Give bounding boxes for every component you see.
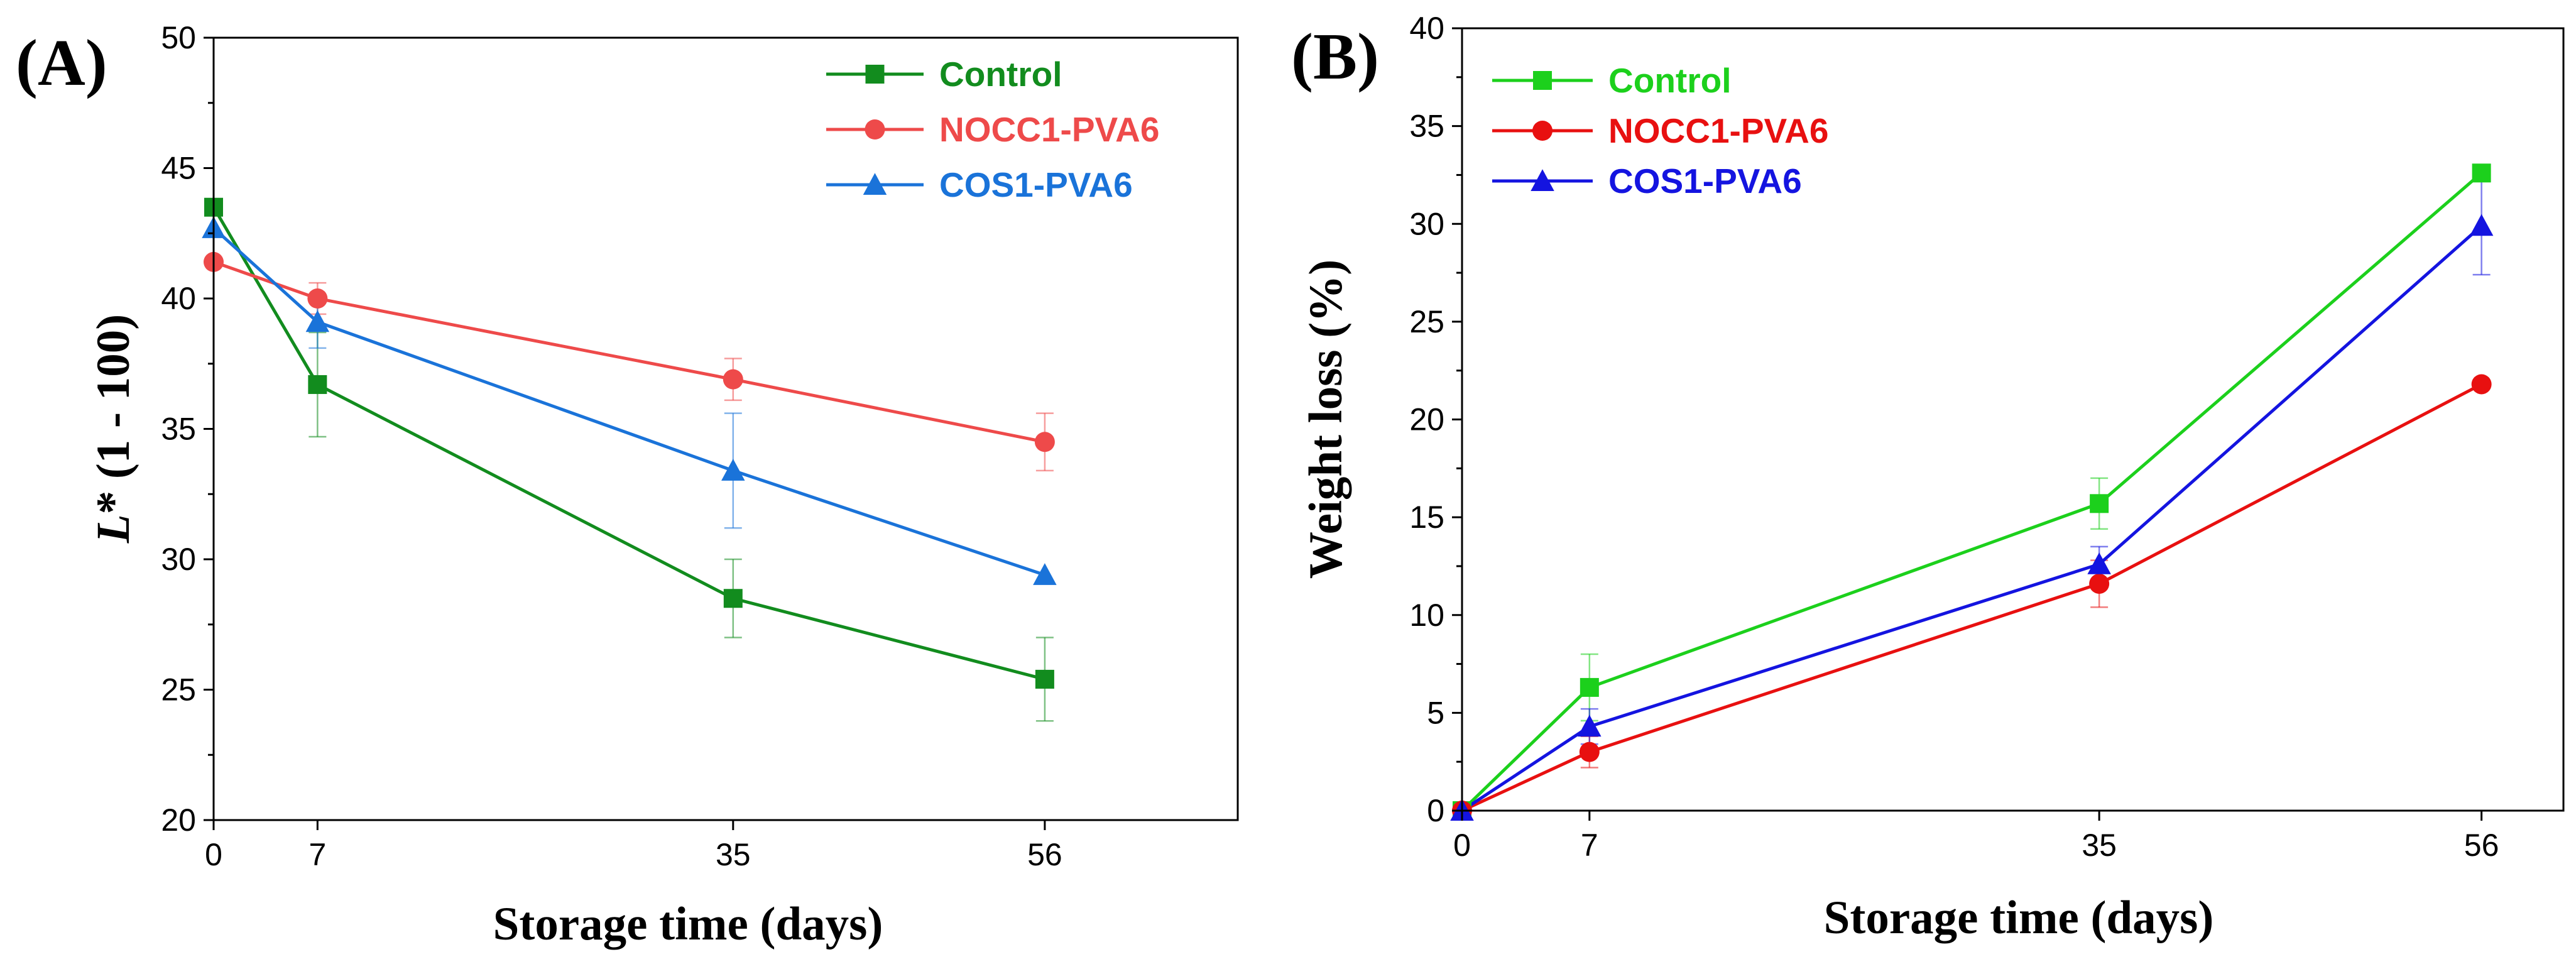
legend-label-nocc1-pva6: NOCC1-PVA6 [1608, 111, 1828, 150]
y-tick-label: 50 [161, 20, 196, 55]
x-tick-label: 0 [1453, 828, 1471, 863]
data-point-control [308, 375, 327, 394]
data-point-cos1-pva6 [1033, 563, 1057, 585]
y-tick-label: 35 [1409, 109, 1444, 144]
legend-marker-control [865, 65, 885, 84]
data-point-nocc1-pva6 [307, 288, 328, 309]
legend-marker-nocc1-pva6 [1532, 121, 1553, 141]
data-point-nocc1-pva6 [2471, 374, 2492, 395]
data-point-control [1035, 669, 1054, 689]
series-line-cos1-pva6 [212, 227, 1045, 577]
y-tick-label: 15 [1409, 500, 1444, 535]
legend-label-cos1-pva6: COS1-PVA6 [1608, 162, 1802, 200]
data-point-cos1-pva6 [305, 310, 330, 332]
x-tick-label: 7 [308, 837, 326, 872]
x-tick-label: 7 [1581, 828, 1598, 863]
data-point-control [2472, 163, 2491, 183]
y-tick-label: 25 [161, 672, 196, 708]
legend-label-nocc1-pva6: NOCC1-PVA6 [939, 110, 1159, 149]
y-tick-label: 40 [161, 281, 196, 316]
chart-panel-b: 0 5 10 15 20 25 30 35 40 0 7 35 56 Control NOCC1-PVA6… [1291, 11, 2565, 944]
data-point-nocc1-pva6 [723, 369, 743, 390]
legend-label-control: Control [939, 55, 1062, 94]
y-axis-title: L* (1 - 100) [87, 314, 139, 544]
y-tick-label: 30 [161, 542, 196, 577]
legend-marker-control [1533, 71, 1552, 90]
y-tick-label: 0 [1427, 793, 1444, 828]
data-point-control [2090, 494, 2109, 513]
data-point-nocc1-pva6 [1034, 432, 1055, 452]
x-tick-label: 35 [2082, 828, 2117, 863]
series-line-control [1461, 172, 2483, 812]
y-tick-label: 5 [1427, 695, 1444, 730]
x-axis-title: Storage time (days) [493, 898, 883, 950]
data-point-cos1-pva6 [1578, 714, 1602, 737]
y-tick-label: 45 [161, 151, 196, 186]
series-line-control [212, 206, 1045, 681]
plot-frame [212, 36, 1239, 821]
x-tick-label: 56 [1027, 837, 1062, 872]
x-axis-title: Storage time (days) [1824, 892, 2214, 944]
legend-marker-nocc1-pva6 [865, 119, 885, 140]
y-tick-label: 35 [161, 412, 196, 447]
data-point-cos1-pva6 [721, 459, 745, 481]
y-tick-label: 20 [161, 802, 196, 838]
y-tick-label: 10 [1409, 598, 1444, 633]
y-tick-label: 40 [1409, 11, 1444, 46]
data-point-cos1-pva6 [2469, 214, 2494, 236]
legend-label-cos1-pva6: COS1-PVA6 [939, 165, 1133, 204]
series-line-nocc1-pva6 [1461, 383, 2482, 813]
y-tick-label: 20 [1409, 402, 1444, 437]
data-point-control [723, 589, 743, 608]
y-tick-label: 25 [1409, 304, 1444, 339]
legend-marker-cos1-pva6 [1531, 169, 1554, 191]
data-point-control [1580, 677, 1599, 697]
x-tick-label: 56 [2464, 828, 2499, 863]
y-axis-title: Weight loss (%) [1300, 260, 1352, 579]
chart-panel-a: 20 25 30 35 40 45 50 0 7 35 56 Control NOCC1-PVA6 CO… [16, 20, 1239, 950]
legend-label-control: Control [1608, 61, 1732, 100]
series-line-nocc1-pva6 [213, 260, 1045, 444]
x-tick-label: 35 [716, 837, 751, 872]
data-point-nocc1-pva6 [2089, 573, 2110, 594]
data-point-cos1-pva6 [2087, 552, 2111, 574]
data-point-nocc1-pva6 [1579, 742, 1600, 762]
panel-label: (A) [16, 26, 107, 99]
x-tick-label: 0 [205, 837, 222, 872]
legend-marker-cos1-pva6 [863, 173, 887, 195]
series-line-cos1-pva6 [1461, 224, 2483, 813]
y-tick-label: 30 [1409, 206, 1444, 241]
panel-label: (B) [1291, 19, 1379, 93]
